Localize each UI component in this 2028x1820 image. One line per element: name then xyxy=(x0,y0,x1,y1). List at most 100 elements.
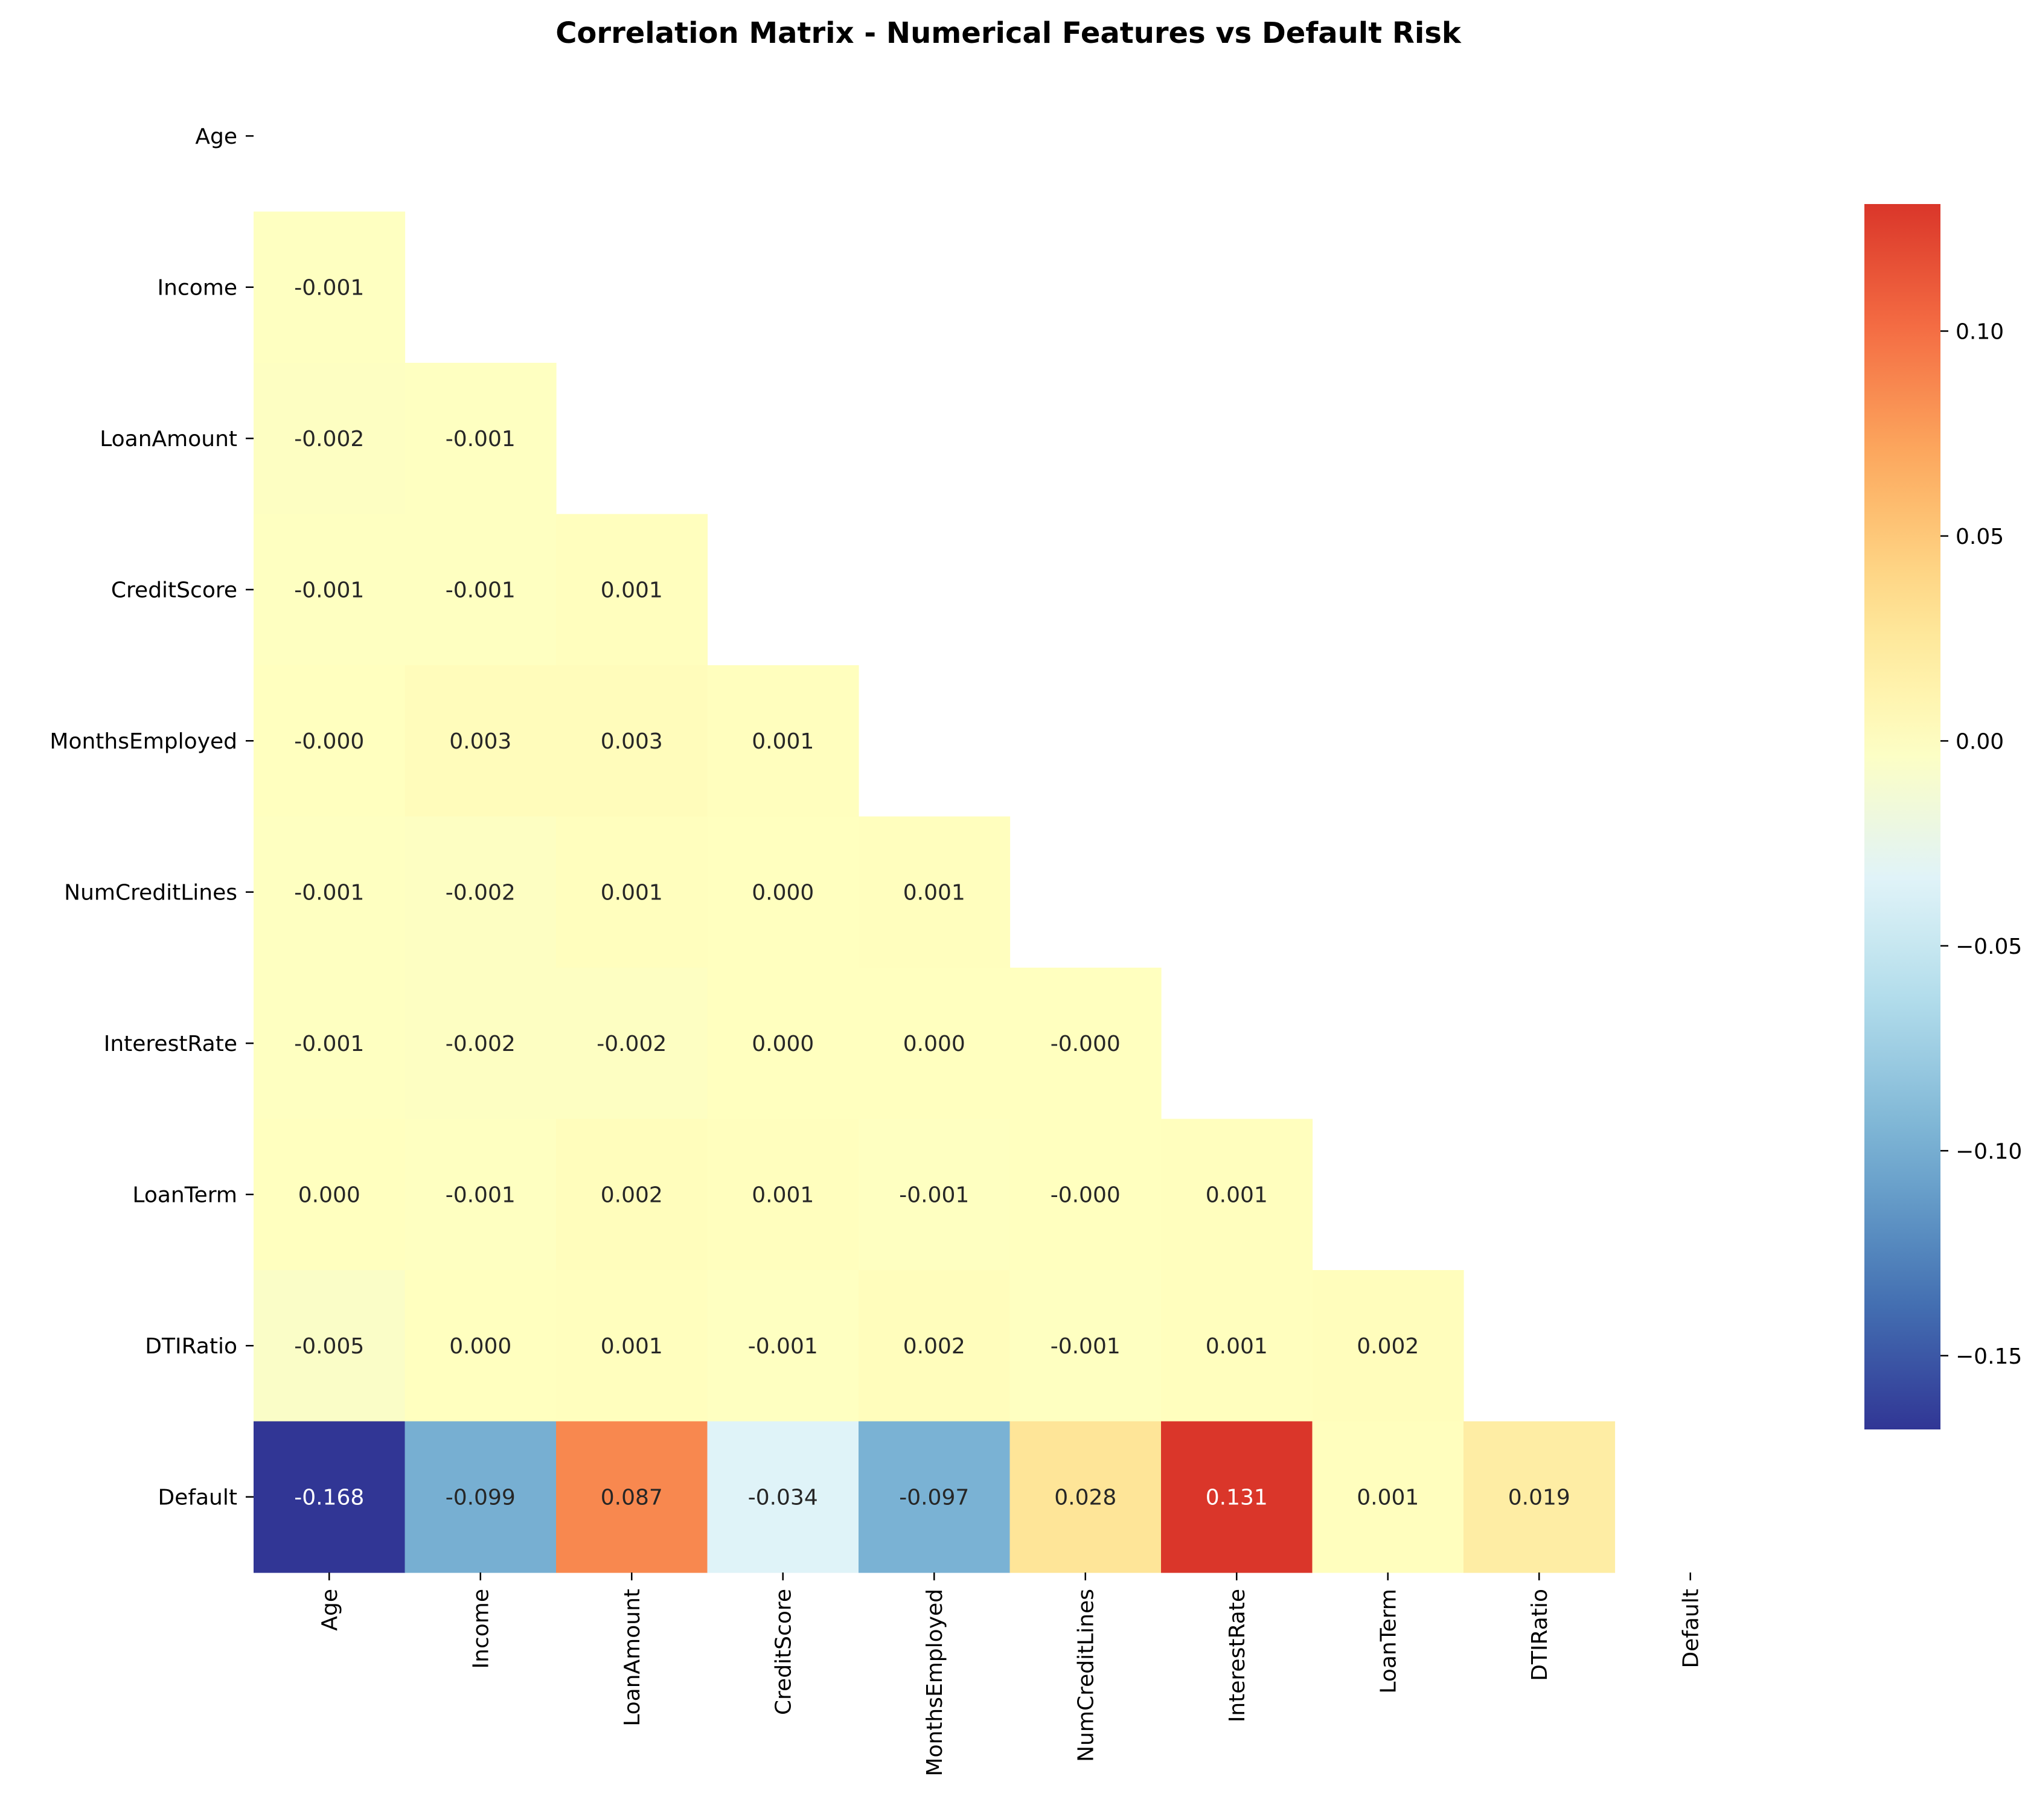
cell-value-label: -0.001 xyxy=(1051,1334,1121,1359)
colorbar-tick-label: 0.00 xyxy=(1956,729,2004,754)
heatmap-cell xyxy=(405,1119,557,1271)
heatmap-cell xyxy=(254,1119,406,1271)
x-tick-label: DTIRatio xyxy=(1527,1589,1552,1681)
y-tick-label: Income xyxy=(158,276,237,301)
heatmap-cell xyxy=(556,665,708,817)
cell-value-label: -0.099 xyxy=(446,1486,516,1510)
cell-value-label: -0.001 xyxy=(446,1183,516,1208)
cell-value-label: -0.097 xyxy=(899,1486,969,1510)
cell-value-label: 0.002 xyxy=(1357,1334,1419,1359)
heatmap-cell xyxy=(1009,1270,1162,1422)
cell-value-label: 0.001 xyxy=(1357,1486,1419,1510)
x-tick-label: CreditScore xyxy=(772,1589,796,1715)
heatmap-cell xyxy=(1009,1421,1162,1573)
cell-value-label: -0.001 xyxy=(446,427,516,452)
cell-value-label: 0.002 xyxy=(903,1334,965,1359)
y-tick-label: MonthsEmployed xyxy=(50,729,237,754)
cell-value-label: 0.002 xyxy=(601,1183,663,1208)
heatmap-cell xyxy=(405,968,557,1120)
cell-value-label: 0.003 xyxy=(449,729,511,754)
cell-value-label: -0.000 xyxy=(1051,1032,1121,1056)
heatmap-cell xyxy=(254,816,406,968)
heatmap-cell xyxy=(859,1270,1011,1422)
cell-value-label: 0.001 xyxy=(1206,1183,1268,1208)
cell-value-label: 0.000 xyxy=(903,1032,965,1056)
cell-value-label: -0.002 xyxy=(446,881,516,905)
cell-value-label: 0.000 xyxy=(298,1183,360,1208)
x-tick-label: LoanTerm xyxy=(1377,1589,1401,1694)
y-tick-label: LoanTerm xyxy=(132,1183,237,1208)
y-tick-label: Default xyxy=(158,1486,237,1510)
cell-value-label: 0.001 xyxy=(752,729,814,754)
cell-value-label: 0.000 xyxy=(752,881,814,905)
cell-value-label: -0.034 xyxy=(748,1486,818,1510)
heatmap-cell xyxy=(254,665,406,817)
cell-value-label: 0.001 xyxy=(752,1183,814,1208)
y-axis: Age Income LoanAmount CreditScore MonthsEmpl… xyxy=(50,124,254,1510)
heatmap-cell xyxy=(405,816,557,968)
y-tick-label: LoanAmount xyxy=(100,427,237,452)
heatmap-cell xyxy=(254,1270,406,1422)
cell-value-label: -0.002 xyxy=(446,1032,516,1056)
cell-value-label: 0.003 xyxy=(601,729,663,754)
heatmap-cell xyxy=(1161,1270,1313,1422)
cell-value-label: -0.001 xyxy=(294,578,364,603)
x-tick-label: Income xyxy=(469,1589,494,1668)
chart-title: Correlation Matrix - Numerical Features … xyxy=(555,16,1462,50)
colorbar-tick-label: −0.10 xyxy=(1956,1139,2022,1164)
heatmap-cell xyxy=(1161,1119,1313,1271)
colorbar-tick-label: 0.10 xyxy=(1956,319,2004,344)
cell-value-label: 0.087 xyxy=(601,1486,663,1510)
x-axis: Age Income LoanAmount CreditScore MonthsEmpl… xyxy=(318,1573,1704,1777)
x-tick-label: NumCreditLines xyxy=(1074,1589,1099,1762)
x-tick-label: Age xyxy=(318,1589,342,1631)
cell-value-label: 0.000 xyxy=(449,1334,511,1359)
colorbar-tick-label: −0.15 xyxy=(1956,1344,2022,1369)
heatmap-cell xyxy=(556,1270,708,1422)
colorbar-tick-label: −0.05 xyxy=(1956,934,2022,959)
heatmap-cell xyxy=(1312,1270,1464,1422)
x-tick-label: MonthsEmployed xyxy=(923,1589,947,1777)
cell-value-label: 0.019 xyxy=(1508,1486,1570,1510)
cell-value-label: -0.001 xyxy=(294,881,364,905)
heatmap-cell xyxy=(405,363,557,515)
heatmap-cell xyxy=(556,1421,708,1573)
cell-value-label: 0.001 xyxy=(601,1334,663,1359)
heatmap-cell xyxy=(405,514,557,666)
heatmap-cell xyxy=(1009,968,1162,1120)
cell-labels: -0.001 -0.002 -0.001 -0.001 -0.001 0.001 -0.00… xyxy=(294,276,1570,1510)
colorbar-gradient xyxy=(1864,204,1940,1429)
cell-value-label: -0.001 xyxy=(899,1183,969,1208)
cell-value-label: 0.001 xyxy=(601,578,663,603)
heatmap-cell xyxy=(1009,1119,1162,1271)
heatmap-cell xyxy=(254,363,406,515)
heatmap-cell xyxy=(859,1421,1011,1573)
heatmap-cell xyxy=(707,1270,859,1422)
heatmap-cell xyxy=(859,1119,1011,1271)
cell-value-label: -0.002 xyxy=(294,427,364,452)
heatmap-cell xyxy=(254,211,406,363)
cell-value-label: -0.005 xyxy=(294,1334,364,1359)
heatmap-cell xyxy=(405,665,557,817)
x-tick-label: LoanAmount xyxy=(620,1589,645,1726)
heatmap-cell xyxy=(1463,1421,1616,1573)
heatmap-cell xyxy=(254,968,406,1120)
cell-value-label: 0.000 xyxy=(752,1032,814,1056)
cell-value-label: -0.001 xyxy=(294,1032,364,1056)
heatmap-cell xyxy=(859,968,1011,1120)
heatmap-cell xyxy=(707,968,859,1120)
heatmap-cell xyxy=(254,1421,406,1573)
heatmap-cell xyxy=(707,816,859,968)
cell-value-label: 0.001 xyxy=(1206,1334,1268,1359)
colorbar-tick-label: 0.05 xyxy=(1956,525,2004,549)
heatmap-cell xyxy=(556,514,708,666)
y-tick-label: Age xyxy=(195,124,237,149)
heatmap-cell xyxy=(707,1119,859,1271)
cell-value-label: -0.001 xyxy=(748,1334,818,1359)
y-tick-label: NumCreditLines xyxy=(64,881,237,905)
heatmap-cell xyxy=(859,816,1011,968)
heatmap-cell xyxy=(405,1421,557,1573)
heatmap-cell xyxy=(556,1119,708,1271)
